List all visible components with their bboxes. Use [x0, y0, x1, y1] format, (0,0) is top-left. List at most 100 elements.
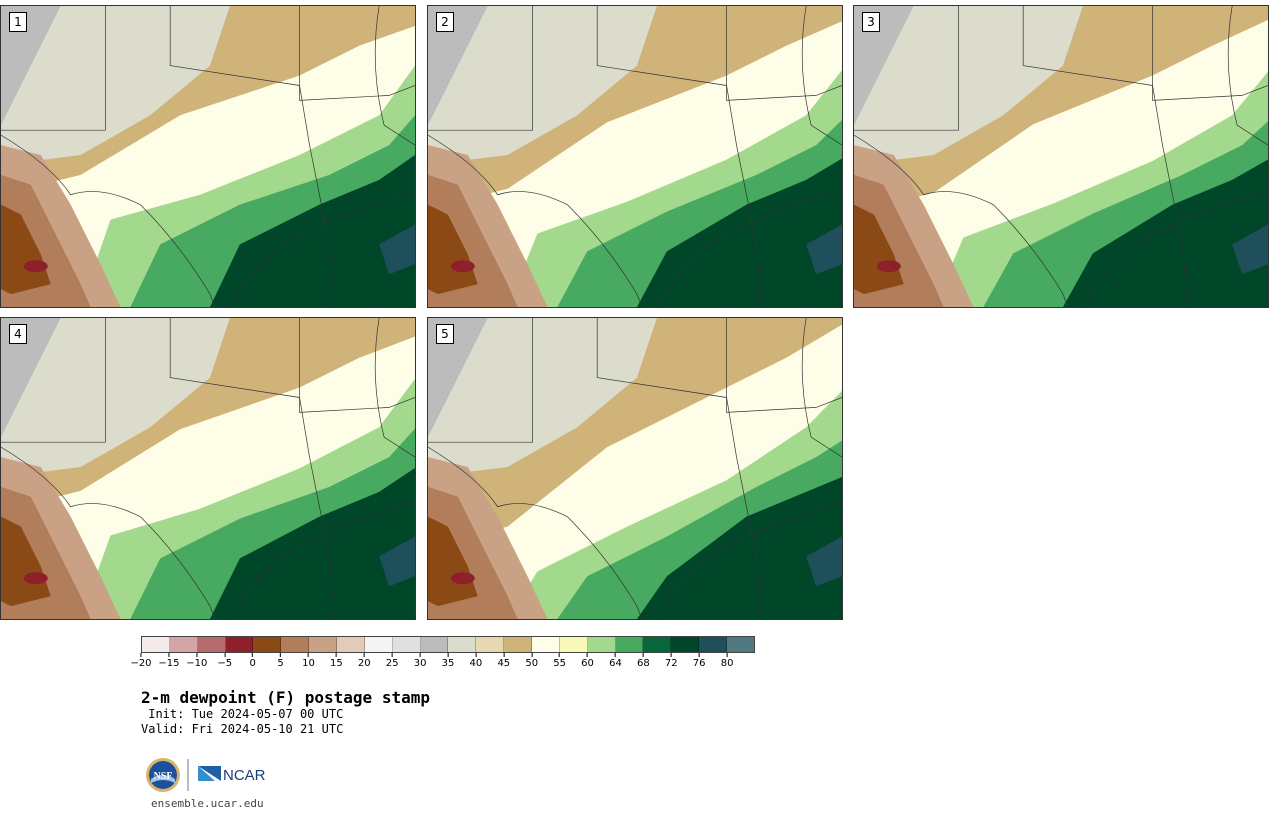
- map-border-line: [1022, 6, 1188, 307]
- map-border-line: [726, 318, 842, 413]
- colorbar-tick-label: 5: [277, 653, 284, 669]
- dewpoint-map-1: [1, 6, 415, 307]
- map-dry-region: [1, 318, 230, 477]
- colorbar-tick-label: −15: [158, 653, 179, 669]
- colorbar-swatch: [420, 637, 449, 652]
- dewpoint-map-2: [428, 6, 842, 307]
- colorbar-swatch: [253, 637, 282, 652]
- colorbar-swatch: [337, 637, 365, 652]
- map-panel-1: 1: [0, 5, 416, 308]
- map-border-line: [596, 6, 762, 307]
- colorbar-swatch: [281, 637, 310, 652]
- colorbar-swatch: [727, 637, 754, 652]
- colorbar-tick-label: −5: [217, 653, 232, 669]
- map-dry-region: [1, 6, 230, 165]
- colorbar-tick-label: 10: [302, 653, 315, 669]
- colorbar-swatch: [559, 637, 588, 652]
- colorbar-swatch: [587, 637, 616, 652]
- map-dry-region: [428, 6, 657, 165]
- panel-number-5: 5: [436, 324, 454, 344]
- map-border-line: [428, 6, 533, 131]
- colorbar-tick-label: 20: [358, 653, 371, 669]
- colorbar-swatch: [225, 637, 254, 652]
- colorbar-tick-label: 64: [609, 653, 622, 669]
- map-coastline: [656, 501, 842, 619]
- map-panel-4: 4: [0, 317, 416, 620]
- colorbar-tick-label: 45: [497, 653, 510, 669]
- map-gulf-patch: [379, 536, 415, 587]
- colorbar-tick-label: 15: [330, 653, 343, 669]
- dewpoint-colorbar: [141, 636, 755, 653]
- map-terrain-patch: [23, 260, 48, 273]
- colorbar-swatch: [142, 637, 170, 652]
- map-border-line: [854, 6, 959, 131]
- map-border-line: [299, 6, 415, 101]
- map-gulf-region: [209, 155, 415, 307]
- colorbar-tick-labels: −20 −15 −10 −5 0 5 10 15 20 25 30 35 40 45 50 55 60 64 68 7…: [130, 653, 755, 673]
- map-border-line: [169, 6, 335, 307]
- colorbar-tick-label: 72: [665, 653, 678, 669]
- map-panel-2: 2: [427, 5, 843, 308]
- colorbar-tick-label: 40: [470, 653, 482, 669]
- map-border-line: [801, 318, 842, 458]
- valid-time: Valid: Fri 2024-05-10 21 UTC: [141, 722, 344, 736]
- map-terrain-patch: [450, 260, 475, 273]
- map-border-line: [854, 134, 1069, 307]
- colorbar-tick-label: 35: [442, 653, 454, 669]
- ncar-logo-icon: NCAR: [198, 765, 266, 784]
- colorbar-swatch: [392, 637, 421, 652]
- map-panel-5: 5: [427, 317, 843, 620]
- map-dry-region: [428, 318, 657, 477]
- svg-text:NSF: NSF: [154, 771, 173, 782]
- map-border-line: [1, 134, 216, 307]
- map-terrain-patch: [876, 260, 901, 273]
- map-coastline: [229, 501, 415, 619]
- map-dry-region: [854, 6, 1083, 165]
- map-border-line: [169, 318, 335, 619]
- map-gulf-region: [1062, 159, 1268, 307]
- map-border-line: [428, 446, 643, 619]
- colorbar-swatch: [699, 637, 728, 652]
- map-gulf-patch: [1232, 224, 1268, 275]
- colorbar-tick-label: 55: [553, 653, 566, 669]
- colorbar-tick-label: −20: [130, 653, 152, 669]
- colorbar-tick-label: 0: [249, 653, 256, 669]
- nsf-logo-icon: NSF: [146, 758, 180, 792]
- dewpoint-map-3: [854, 6, 1268, 307]
- map-terrain-patch: [23, 572, 48, 585]
- colorbar-swatch: [197, 637, 226, 652]
- panel-number-2: 2: [436, 12, 454, 32]
- colorbar-tick-label: 68: [637, 653, 650, 669]
- map-border-line: [1, 446, 216, 619]
- map-gulf-patch: [806, 536, 842, 587]
- map-border-line: [1152, 6, 1268, 101]
- colorbar-swatch: [532, 637, 560, 652]
- map-border-line: [374, 6, 415, 146]
- map-border-line: [1, 6, 106, 131]
- colorbar-swatch: [615, 637, 644, 652]
- map-border-line: [596, 318, 762, 619]
- map-border-line: [428, 134, 643, 307]
- map-coastline: [1082, 189, 1268, 307]
- panel-number-4: 4: [9, 324, 27, 344]
- colorbar-tick-label: 76: [693, 653, 706, 669]
- colorbar-swatch: [364, 637, 393, 652]
- map-coastline: [656, 189, 842, 307]
- map-gulf-patch: [806, 224, 842, 275]
- dewpoint-map-5: [428, 318, 842, 619]
- map-border-line: [1, 318, 106, 443]
- panel-number-3: 3: [862, 12, 880, 32]
- map-gulf-patch: [379, 224, 415, 275]
- map-coastline: [229, 189, 415, 307]
- init-time: Init: Tue 2024-05-07 00 UTC: [141, 707, 344, 721]
- map-gulf-region: [636, 476, 842, 619]
- website-url: ensemble.ucar.edu: [151, 797, 264, 810]
- map-border-line: [726, 6, 842, 101]
- map-border-line: [1227, 6, 1268, 146]
- colorbar-tick-label: 60: [581, 653, 594, 669]
- map-gulf-region: [636, 158, 842, 307]
- colorbar-tick-label: 50: [525, 653, 538, 669]
- colorbar-swatch: [671, 637, 700, 652]
- colorbar-swatch: [309, 637, 338, 652]
- nsf-ncar-logos: NSF NCAR: [146, 758, 266, 792]
